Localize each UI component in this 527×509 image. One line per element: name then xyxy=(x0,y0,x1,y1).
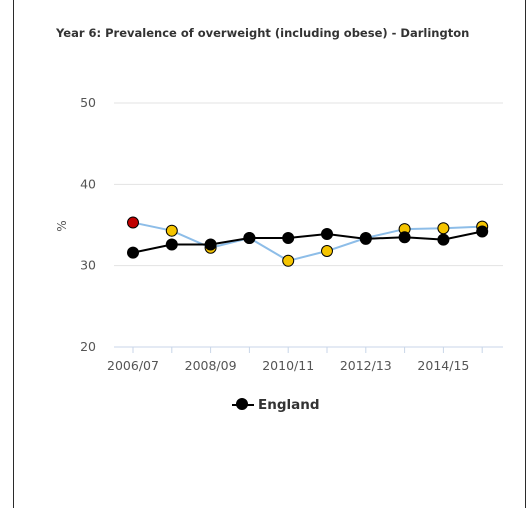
data-point[interactable] xyxy=(165,224,178,237)
data-point[interactable] xyxy=(282,254,295,267)
data-point[interactable] xyxy=(321,227,333,240)
series-layer xyxy=(127,216,489,267)
data-point[interactable] xyxy=(437,233,450,246)
data-point[interactable] xyxy=(321,245,333,258)
grid-lines xyxy=(114,102,503,348)
x-tick-label: 2012/13 xyxy=(340,358,392,373)
chart-panel xyxy=(13,0,526,508)
y-axis-label: % xyxy=(55,220,69,231)
data-point[interactable] xyxy=(476,225,489,238)
data-point[interactable] xyxy=(437,222,450,235)
x-tick-label: 2010/11 xyxy=(262,358,314,373)
y-tick-label: 30 xyxy=(80,258,96,273)
x-tick-label: 2006/07 xyxy=(107,358,159,373)
series-england xyxy=(127,225,489,259)
x-tick-label: 2008/09 xyxy=(185,358,237,373)
x-tick-label: 2014/15 xyxy=(417,358,469,373)
legend-label-england: England xyxy=(258,397,320,413)
series-line xyxy=(132,221,483,262)
y-tick-label: 20 xyxy=(80,339,96,354)
data-point[interactable] xyxy=(127,246,139,259)
y-axis-ticks: 20 30 40 50 xyxy=(80,95,96,354)
series-local xyxy=(127,216,489,267)
y-tick-label: 50 xyxy=(80,95,96,110)
legend-marker-england xyxy=(232,397,254,413)
data-point[interactable] xyxy=(282,232,295,245)
data-point[interactable] xyxy=(204,238,217,251)
data-point[interactable] xyxy=(398,231,411,244)
chart-title: Year 6: Prevalence of overweight (includ… xyxy=(56,26,470,40)
legend[interactable]: England xyxy=(232,396,320,414)
data-point[interactable] xyxy=(165,238,178,251)
data-point[interactable] xyxy=(127,216,139,229)
x-axis: 2006/07 2008/09 2010/11 2012/13 2014/15 xyxy=(107,347,483,373)
data-point[interactable] xyxy=(359,232,372,245)
y-tick-label: 40 xyxy=(80,176,96,191)
data-point[interactable] xyxy=(243,232,256,245)
series-line xyxy=(132,230,483,254)
